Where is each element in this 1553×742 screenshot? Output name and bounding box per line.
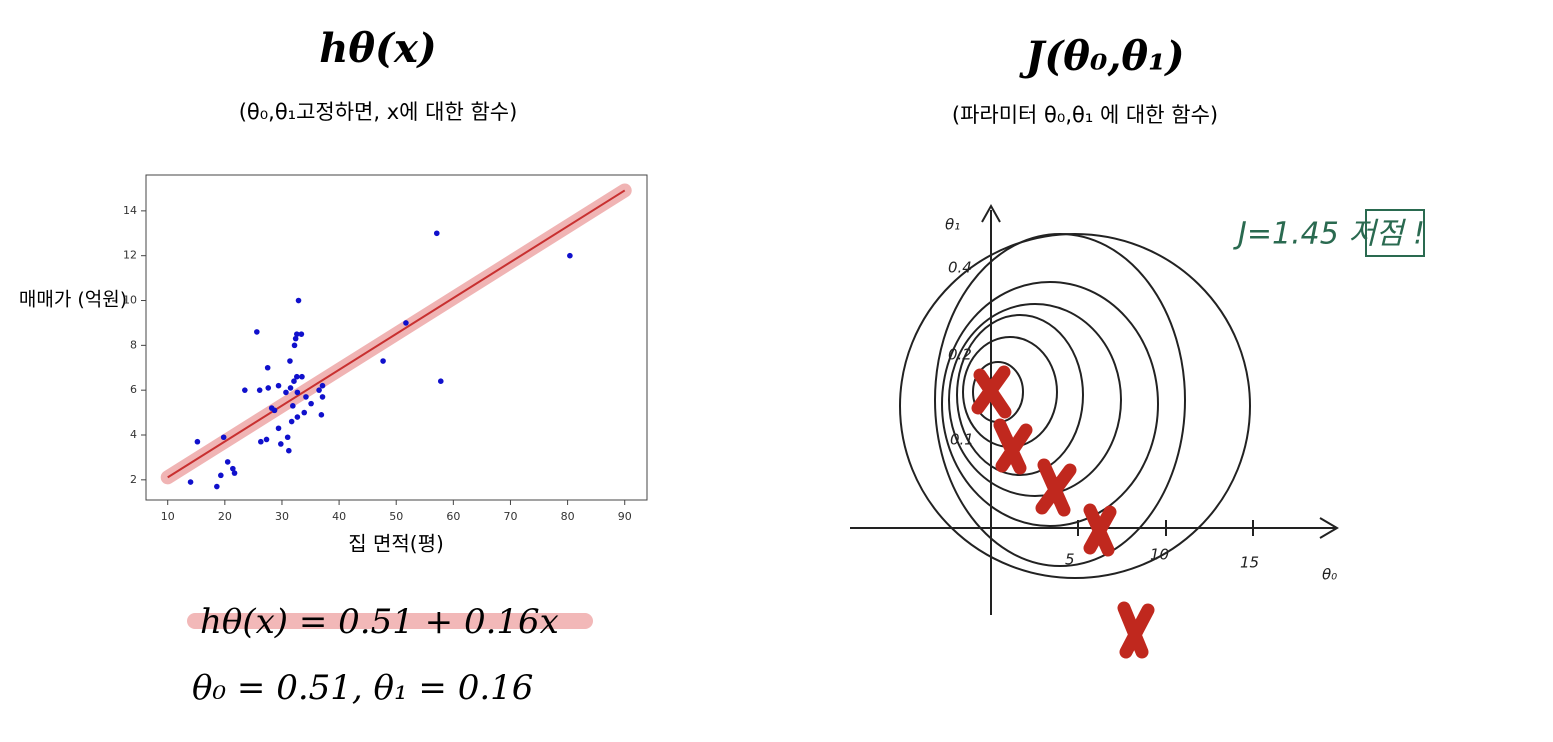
- note-box: [1365, 209, 1425, 257]
- point: [380, 358, 386, 364]
- right-title: J(θ₀,θ₁): [1018, 33, 1184, 80]
- steps: [971, 365, 1155, 659]
- left-title: hθ(x): [319, 25, 436, 72]
- x-mark: [1035, 458, 1077, 517]
- contour: [956, 314, 1084, 476]
- x-mark: [993, 418, 1033, 475]
- y-tick-label: 12: [123, 249, 137, 262]
- point: [294, 331, 300, 337]
- point: [187, 479, 194, 485]
- y-tick: 0.4: [948, 259, 972, 277]
- point: [298, 331, 305, 337]
- point: [291, 378, 297, 385]
- x-axis-label: 집 면적(평): [348, 532, 444, 556]
- x-tick-label: 70: [503, 510, 517, 523]
- parameters: θ₀ = 0.51, θ₁ = 0.16: [192, 668, 533, 708]
- point: [437, 378, 444, 385]
- y-tick-label: 14: [123, 204, 137, 217]
- point: [275, 425, 282, 432]
- x-tick-label: 50: [389, 510, 403, 523]
- y-tick: 0.2: [948, 346, 972, 364]
- point: [263, 436, 270, 443]
- point: [294, 389, 301, 396]
- point: [319, 382, 326, 389]
- fit-line: [167, 189, 626, 479]
- point: [294, 373, 300, 380]
- arrow: [1319, 517, 1339, 539]
- y-tick-label: 6: [130, 383, 137, 396]
- point: [308, 400, 314, 407]
- x-tick-label: 30: [275, 510, 289, 523]
- point: [242, 387, 248, 393]
- point: [214, 483, 220, 490]
- y-tick-label: 10: [123, 294, 137, 307]
- point: [319, 394, 326, 400]
- left-subtitle: (θ₀,θ₁고정하면, x에 대한 함수): [239, 100, 518, 124]
- contour: [899, 233, 1251, 579]
- note: J=1.45 저점 !: [1233, 217, 1425, 252]
- theta1-label: θ₁: [945, 216, 960, 234]
- point: [288, 418, 295, 425]
- x-tick-label: 80: [561, 510, 575, 523]
- point: [230, 465, 236, 472]
- point: [271, 407, 278, 414]
- point: [433, 230, 440, 237]
- point: [284, 434, 291, 441]
- point: [567, 252, 573, 259]
- point: [278, 441, 284, 447]
- contour-plot: [850, 203, 1339, 615]
- contour: [941, 281, 1159, 527]
- point: [265, 385, 272, 391]
- point: [218, 472, 224, 479]
- x-tick-label: 10: [161, 510, 175, 523]
- point: [264, 364, 271, 371]
- arrow: [981, 203, 1001, 223]
- y-tick-label: 2: [130, 473, 137, 486]
- point: [224, 459, 231, 465]
- x-tick: 10: [1150, 546, 1169, 564]
- y-axis-label: 매매가 (억원): [19, 289, 127, 311]
- y-tick-label: 4: [130, 428, 137, 441]
- point: [294, 414, 301, 420]
- point: [403, 320, 409, 326]
- point: [318, 412, 325, 418]
- point: [231, 470, 238, 476]
- x-mark: [971, 365, 1012, 419]
- point: [301, 409, 308, 416]
- contour: [934, 233, 1186, 567]
- x-tick-label: 90: [618, 510, 632, 523]
- y-tick-label: 8: [130, 338, 137, 351]
- equation: hθ(x) = 0.51 + 0.16x: [200, 602, 559, 642]
- x-mark: [1083, 503, 1117, 557]
- right-subtitle: (파라미터 θ₀,θ₁ 에 대한 함수): [952, 103, 1218, 127]
- point: [299, 373, 305, 380]
- point: [291, 342, 298, 349]
- theta0-label: θ₀: [1322, 566, 1337, 584]
- x-tick: 5: [1065, 551, 1075, 569]
- point: [283, 389, 289, 396]
- point: [316, 387, 322, 393]
- x-tick-label: 60: [446, 510, 460, 523]
- x-mark: [1117, 601, 1155, 659]
- x-tick: 15: [1240, 554, 1259, 572]
- contour: [948, 303, 1122, 497]
- point: [254, 329, 260, 335]
- point: [287, 385, 294, 391]
- point: [220, 434, 227, 441]
- point: [292, 335, 299, 342]
- y-tick: 0.1: [950, 431, 974, 449]
- point: [256, 387, 263, 393]
- point: [258, 438, 264, 445]
- point: [295, 297, 302, 304]
- point: [287, 358, 293, 364]
- point: [275, 382, 282, 389]
- point: [194, 438, 201, 445]
- point: [286, 447, 292, 454]
- contour: [962, 336, 1058, 448]
- point: [303, 394, 309, 400]
- x-tick-label: 40: [332, 510, 346, 523]
- x-tick-label: 20: [218, 510, 232, 523]
- point: [290, 403, 296, 409]
